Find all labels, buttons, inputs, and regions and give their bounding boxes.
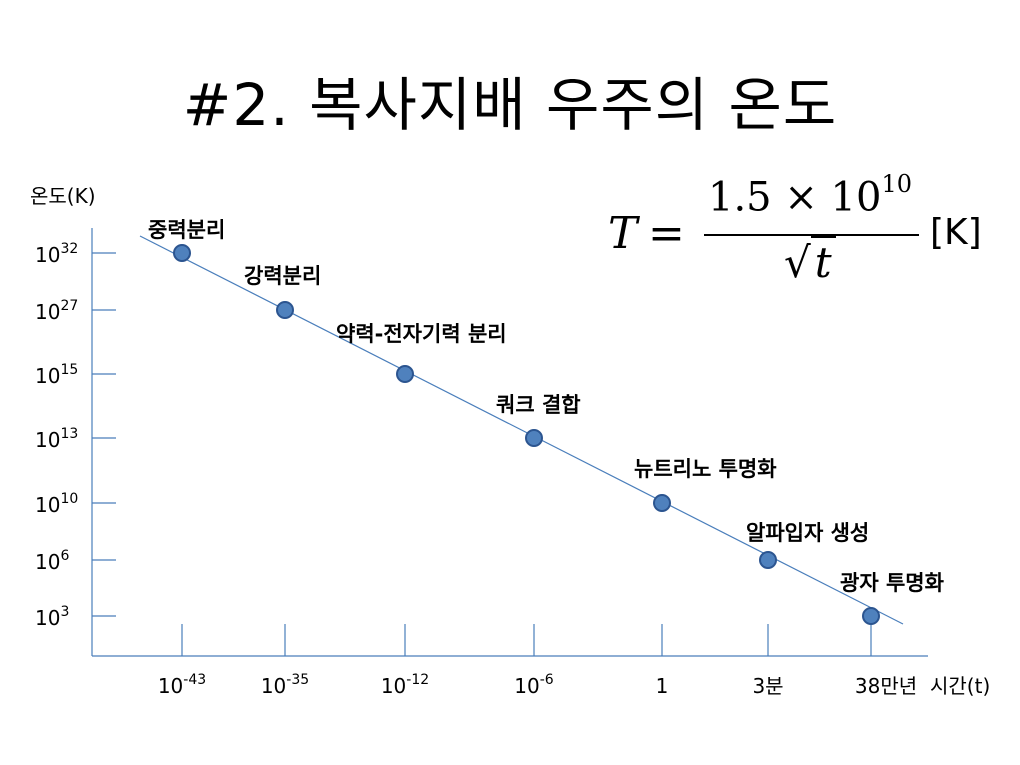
point-label: 쿼크 결합 <box>496 393 581 417</box>
formula-equals: = <box>648 208 685 259</box>
data-markers <box>173 244 880 625</box>
formula-fraction-bar <box>704 234 919 236</box>
x-tick-label: 38만년 <box>855 674 917 698</box>
point-label: 중력분리 <box>148 218 225 242</box>
x-tick-label: 10-6 <box>514 672 554 698</box>
chart-axes <box>91 228 928 657</box>
point-label: 광자 투명화 <box>840 571 945 595</box>
x-tick-label: 10-35 <box>261 672 309 698</box>
y-tick-label: 103 <box>35 604 69 630</box>
tick-labels: 1032 1027 1015 1013 1010 106 103 10-43 10-35 10-1… <box>35 241 917 698</box>
sqrt-icon: √ <box>784 238 811 287</box>
y-tick-label: 1010 <box>35 491 78 517</box>
x-tick-label: 1 <box>656 674 669 698</box>
formula-numerator-base: 1.5 × 10 <box>708 174 882 221</box>
y-axis-label: 온도(K) <box>30 184 96 208</box>
data-point <box>653 494 671 512</box>
y-tick-label: 1013 <box>35 426 78 452</box>
x-tick-label: 3분 <box>752 674 783 698</box>
point-label: 강력분리 <box>244 264 321 288</box>
temperature-formula: T = 1.5 × 1010 √t [K] <box>608 168 1008 308</box>
data-point <box>525 429 543 447</box>
formula-denominator: √t <box>784 236 836 287</box>
point-label: 약력-전자기력 분리 <box>336 322 507 346</box>
slide-title: #2. 복사지배 우주의 온도 <box>182 71 838 139</box>
point-label: 뉴트리노 투명화 <box>634 457 777 481</box>
formula-numerator-exp: 10 <box>881 170 913 198</box>
formula-denominator-var: t <box>810 236 836 287</box>
formula-lhs: T <box>608 208 638 259</box>
y-tick-label: 1027 <box>35 298 78 324</box>
point-label: 알파입자 생성 <box>746 521 869 545</box>
formula-unit: [K] <box>930 212 982 253</box>
y-tick-label: 1032 <box>35 241 78 267</box>
x-axis-label: 시간(t) <box>930 674 990 698</box>
data-point <box>862 607 880 625</box>
y-tick-label: 1015 <box>35 362 78 388</box>
x-tick-label: 10-12 <box>381 672 429 698</box>
formula-numerator: 1.5 × 1010 <box>708 170 912 221</box>
x-tick-label: 10-43 <box>158 672 206 698</box>
data-point <box>173 244 191 262</box>
data-point <box>276 301 294 319</box>
y-tick-label: 106 <box>35 548 69 574</box>
data-point <box>396 365 414 383</box>
data-point <box>759 551 777 569</box>
